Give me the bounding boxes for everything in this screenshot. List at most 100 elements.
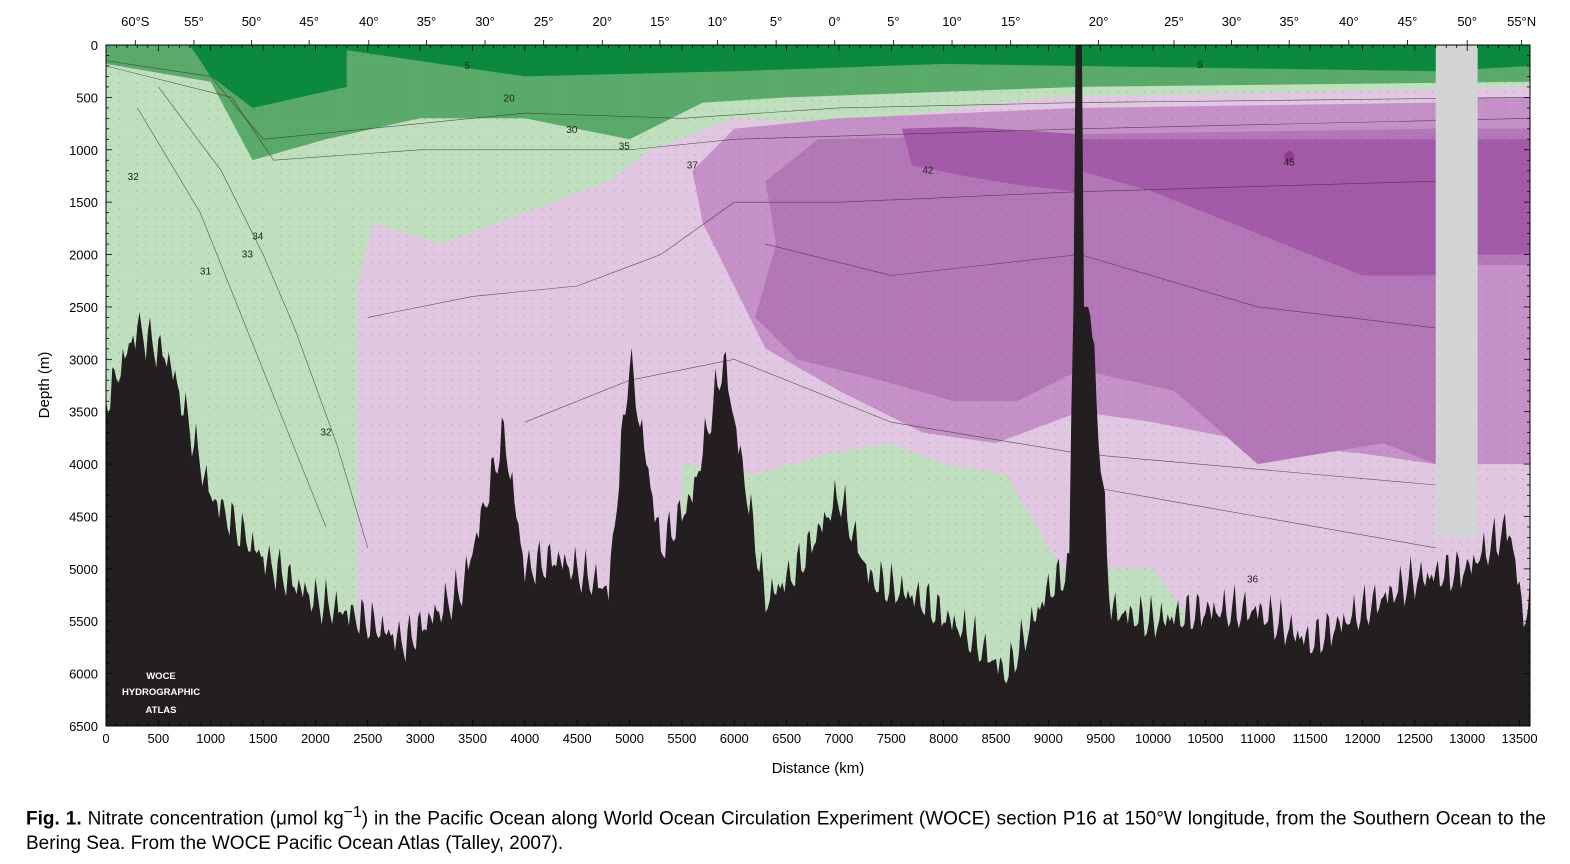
x-tick-label: 6500 [772, 731, 801, 746]
latitude-label: 40° [359, 14, 379, 29]
latitude-label: 50° [1457, 14, 1477, 29]
latitude-label: 15° [1001, 14, 1021, 29]
contour-line [158, 86, 369, 548]
x-tick-label: 4000 [510, 731, 539, 746]
x-tick-label: 1000 [196, 731, 225, 746]
y-tick-label: 6000 [69, 667, 98, 682]
contour-label: 30 [566, 125, 578, 136]
x-tick-label: 7000 [824, 731, 853, 746]
contour-label: 20 [504, 93, 516, 104]
contour-line [106, 60, 1530, 140]
latitude-label: 20° [1089, 14, 1109, 29]
y-tick-label: 4000 [69, 457, 98, 472]
latitude-label: 45° [1398, 14, 1418, 29]
no-data-band [1435, 45, 1478, 538]
contour-line [367, 180, 1436, 318]
x-tick-label: 7500 [877, 731, 906, 746]
x-tick-label: 3000 [406, 731, 435, 746]
latitude-label: 10° [708, 14, 728, 29]
contour-label: 45 [1284, 157, 1296, 168]
caption-label: Fig. 1. [26, 808, 82, 830]
contour-line [106, 65, 1530, 161]
contour-label: 36 [1247, 574, 1259, 585]
y-tick-label: 0 [91, 38, 98, 53]
y-tick-label: 4500 [69, 509, 98, 524]
latitude-label: 25° [534, 14, 554, 29]
contour-label: 32 [128, 172, 140, 183]
y-tick-label: 3000 [69, 352, 98, 367]
watermark-line-3: ATLAS [146, 705, 177, 716]
contour-lines [106, 60, 1530, 549]
x-tick-label: 11000 [1240, 731, 1275, 746]
x-tick-label: 11500 [1293, 731, 1328, 746]
y-tick-label: 2500 [69, 300, 98, 315]
x-tick-label: 10000 [1135, 731, 1171, 746]
y-tick-label: 6500 [69, 719, 98, 734]
y-tick-label: 1000 [69, 143, 98, 158]
woce-atlas-logo: WOCE HYDROGRAPHIC ATLAS [122, 671, 200, 716]
y-tick-label: 500 [76, 90, 98, 105]
latitude-labels: 60°S 55° 50° 45° 40° 35° 30° 25° 20° 15° 10° 5° 0° 5°… [121, 14, 1536, 45]
watermark-line-1: WOCE [146, 671, 176, 682]
latitude-label: 5° [770, 14, 782, 29]
contour-label: 37 [687, 160, 699, 171]
y-tick-label: 1500 [69, 195, 98, 210]
axis-ticks [105, 44, 1531, 727]
caption-text-end: ) in the Pacific Ocean along World Ocean… [26, 808, 1546, 855]
latitude-label: 60°S [121, 14, 150, 29]
caption-superscript: −1 [343, 804, 362, 821]
contour-label: 5 [464, 61, 470, 72]
section-chart: 5 5 20 30 35 37 42 45 32 34 33 31 32 36 0 500 1000 1500 2… [36, 14, 1538, 777]
no-data-rect [1435, 45, 1478, 538]
x-tick-label: 8500 [982, 731, 1011, 746]
x-tick-label: 0 [102, 731, 109, 746]
x-tick-label: 500 [148, 731, 170, 746]
y-tick-label: 3500 [69, 405, 98, 420]
contour-label: 42 [922, 166, 934, 177]
latitude-label: 45° [299, 14, 319, 29]
x-tick-label: 2000 [301, 731, 330, 746]
latitude-label: 30° [1222, 14, 1242, 29]
x-tick-label: 5500 [667, 731, 696, 746]
x-tick-label: 10500 [1187, 731, 1223, 746]
y-tick-label: 2000 [69, 248, 98, 263]
latitude-label: 25° [1164, 14, 1184, 29]
latitude-label: 10° [942, 14, 962, 29]
contour-label: 5 [1197, 60, 1203, 71]
x-tick-label: 2500 [353, 731, 382, 746]
x-tick-label: 5000 [615, 731, 644, 746]
seafloor-bathymetry [106, 45, 1530, 726]
x-tick-label: 9000 [1034, 731, 1063, 746]
latitude-label: 40° [1339, 14, 1359, 29]
x-tick-label: 6000 [720, 731, 749, 746]
x-tick-label: 3500 [458, 731, 487, 746]
contour-label: 35 [619, 142, 631, 153]
latitude-label: 35° [1279, 14, 1299, 29]
y-tick-labels: 0 500 1000 1500 2000 2500 3000 3500 4000 4500 5000… [69, 38, 98, 734]
contour-label: 32 [320, 428, 332, 439]
contour-label: 34 [252, 232, 264, 243]
caption-text-start: Nitrate concentration (μmol kg [81, 808, 344, 830]
y-tick-label: 5000 [69, 562, 98, 577]
latitude-label: 55°N [1507, 14, 1536, 29]
latitude-label: 35° [417, 14, 437, 29]
watermark-line-2: HYDROGRAPHIC [122, 687, 200, 698]
contour-line [1079, 484, 1436, 549]
contour-label: 33 [242, 250, 254, 261]
x-tick-label: 8000 [929, 731, 958, 746]
latitude-label: 50° [242, 14, 262, 29]
latitude-label: 15° [650, 14, 670, 29]
x-tick-label: 9500 [1086, 731, 1115, 746]
x-tick-label: 12500 [1397, 731, 1433, 746]
latitude-label: 0° [829, 14, 841, 29]
contour-labels: 5 5 20 30 35 37 42 45 32 34 33 31 32 36 [128, 60, 1296, 585]
x-tick-label: 4500 [563, 731, 592, 746]
y-tick-label: 5500 [69, 614, 98, 629]
contour-line [524, 358, 1436, 486]
contour-label: 31 [200, 266, 212, 277]
x-axis-title: Distance (km) [772, 760, 865, 777]
latitude-label: 5° [887, 14, 899, 29]
seafloor-shape [106, 45, 1530, 726]
x-tick-labels: 0 500 1000 1500 2000 2500 3000 3500 4000 4500 5000… [102, 731, 1537, 746]
x-tick-label: 13000 [1449, 731, 1485, 746]
